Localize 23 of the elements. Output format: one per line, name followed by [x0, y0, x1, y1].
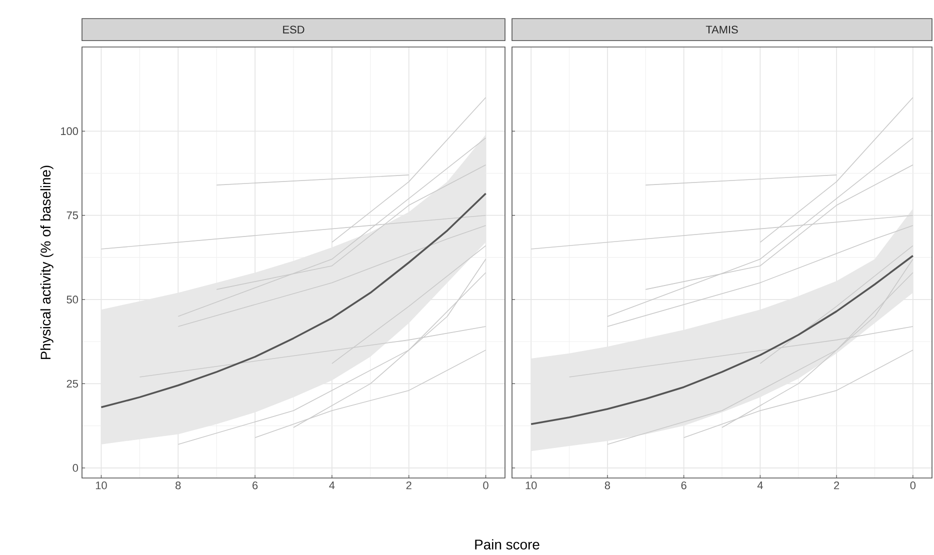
x-tick-label: 0 [910, 482, 916, 490]
x-tick-label: 6 [681, 482, 686, 490]
chart-title: ESD [283, 26, 304, 34]
line-series [100, 192, 487, 408]
x-tick-label: 4 [329, 482, 335, 490]
x-tick-label: 6 [252, 482, 258, 490]
line-series [178, 225, 486, 327]
y-tick-label: 50 [66, 296, 78, 304]
y-tick-label: 25 [66, 380, 78, 388]
x-tick-label: 2 [406, 482, 412, 490]
x-tick-label: 4 [757, 482, 763, 490]
x-tick-label: 8 [176, 482, 181, 490]
y-tick-label: 75 [66, 212, 78, 220]
y-tick-label: 0 [72, 464, 78, 472]
x-tick-label: 2 [834, 482, 840, 490]
x-tick-label: 8 [604, 482, 610, 490]
chart-title: TAMIS [706, 26, 738, 34]
y-tick-label: 100 [61, 127, 78, 136]
y-axis-title: Physical activity (% of baseline) [40, 166, 54, 360]
x-tick-label: 10 [526, 482, 537, 490]
x-tick-label: 10 [96, 482, 107, 490]
x-axis-title: Pain score [475, 539, 540, 550]
x-tick-label: 0 [483, 482, 488, 490]
